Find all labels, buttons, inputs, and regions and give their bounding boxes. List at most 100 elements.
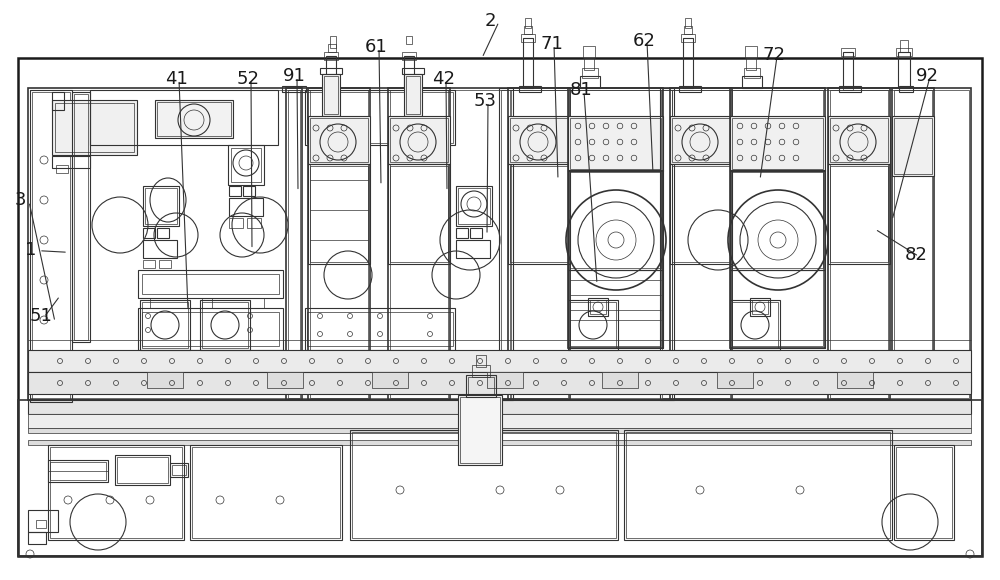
Bar <box>143 228 155 238</box>
Bar <box>750 298 770 316</box>
Bar <box>582 68 598 78</box>
Bar <box>229 198 263 216</box>
Bar <box>288 90 300 398</box>
Bar <box>28 372 971 382</box>
Bar <box>830 118 888 162</box>
Bar <box>170 463 188 477</box>
Bar <box>28 382 971 392</box>
Bar <box>894 445 954 540</box>
Bar <box>388 88 450 400</box>
Bar <box>243 186 255 196</box>
Bar <box>159 260 171 268</box>
Bar <box>72 92 90 342</box>
Bar <box>730 116 825 171</box>
Bar <box>730 270 825 348</box>
Bar <box>28 510 58 532</box>
Bar <box>568 270 663 348</box>
Bar <box>523 38 533 88</box>
Bar <box>752 300 768 314</box>
Bar <box>267 372 303 388</box>
Bar <box>350 430 618 540</box>
Bar <box>50 447 182 538</box>
Bar <box>310 90 368 398</box>
Text: 2: 2 <box>485 12 496 30</box>
Bar <box>406 76 420 114</box>
Bar <box>157 228 169 238</box>
Bar <box>390 90 448 398</box>
Bar <box>28 440 971 445</box>
Bar <box>138 308 283 350</box>
Bar <box>352 432 616 538</box>
Bar <box>228 145 264 185</box>
Bar <box>458 188 490 224</box>
Bar <box>570 118 661 169</box>
Bar <box>229 186 241 196</box>
Bar <box>200 300 250 350</box>
Bar <box>468 377 494 395</box>
Bar <box>894 118 932 174</box>
Bar <box>828 88 890 400</box>
Bar <box>30 90 969 398</box>
Bar <box>508 116 570 164</box>
Bar <box>672 166 730 262</box>
Bar <box>282 86 306 92</box>
Bar <box>456 240 490 258</box>
Bar <box>672 118 730 162</box>
Bar <box>28 350 971 372</box>
Bar <box>730 170 825 270</box>
Text: 82: 82 <box>905 246 928 264</box>
Bar <box>745 46 757 58</box>
Bar <box>456 186 492 226</box>
Bar <box>330 36 336 48</box>
Bar <box>843 52 853 88</box>
Bar <box>52 92 64 110</box>
Bar <box>147 372 183 388</box>
Bar <box>326 56 336 88</box>
Bar <box>28 392 971 400</box>
Bar <box>145 188 177 224</box>
Bar <box>117 457 168 483</box>
Bar <box>590 300 606 314</box>
Bar <box>896 48 912 56</box>
Bar <box>404 56 414 88</box>
Bar <box>28 414 971 428</box>
Bar <box>508 164 570 264</box>
Bar <box>402 52 416 60</box>
Bar <box>568 170 663 270</box>
Bar <box>202 302 248 348</box>
Bar <box>892 116 934 176</box>
Bar <box>55 103 134 152</box>
Bar <box>894 90 932 381</box>
Bar <box>18 58 982 556</box>
Bar <box>212 298 264 308</box>
Bar <box>90 90 278 145</box>
Bar <box>140 300 190 350</box>
Bar <box>837 372 873 388</box>
Bar <box>458 395 502 465</box>
Bar <box>28 372 971 394</box>
Bar <box>830 166 888 262</box>
Bar <box>286 88 302 400</box>
Bar <box>115 455 170 485</box>
Bar <box>568 116 663 171</box>
Bar <box>388 116 450 164</box>
Bar <box>730 300 780 350</box>
Bar <box>510 166 568 262</box>
Bar <box>192 447 340 538</box>
Bar <box>48 445 184 540</box>
Bar <box>52 156 90 168</box>
Bar <box>476 355 486 367</box>
Bar <box>839 86 861 92</box>
Bar <box>841 48 855 56</box>
Bar <box>717 372 753 388</box>
Bar <box>501 90 511 398</box>
Bar <box>320 68 342 74</box>
Bar <box>510 118 568 162</box>
Bar <box>568 300 618 350</box>
Bar <box>229 218 243 228</box>
Bar <box>308 164 370 264</box>
Text: 81: 81 <box>570 81 593 99</box>
Bar <box>143 260 155 268</box>
Bar <box>307 312 453 346</box>
Bar <box>390 166 448 262</box>
